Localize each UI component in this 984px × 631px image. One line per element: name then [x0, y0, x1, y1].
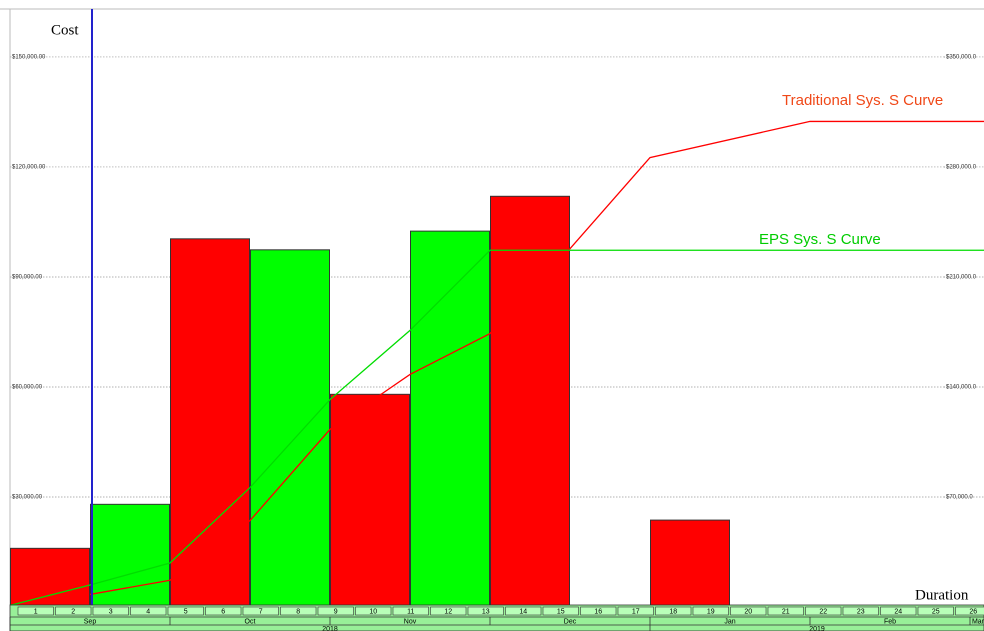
time-scale: 1 2 3 4 5 6 7 8 9 10 11 12 13 14 15 16 17 18 19 20 21 22 23 24 2… — [9, 604, 984, 631]
week-label: 19 — [707, 608, 715, 615]
week-cell — [542, 606, 579, 616]
week-label: 25 — [932, 608, 940, 615]
week-label: 14 — [519, 608, 527, 615]
line-series — [9, 249, 984, 607]
y2-tick-label: $140,000.0 — [946, 385, 977, 391]
month-label: Jan — [724, 618, 735, 625]
week-cell — [55, 606, 92, 616]
y-tick-label: $150,000.00 — [12, 55, 46, 61]
week-cell — [880, 606, 917, 616]
month-label: Dec — [564, 618, 577, 625]
week-label: 15 — [557, 608, 565, 615]
week-label: 13 — [482, 608, 490, 615]
week-cell — [167, 606, 204, 616]
week-cell — [767, 606, 804, 616]
bar — [170, 238, 250, 608]
y-tick-label: $60,000.00 — [12, 385, 43, 391]
x-axis-title: Duration — [915, 587, 969, 603]
week-label: 24 — [894, 608, 902, 615]
year-label: 2018 — [322, 626, 338, 631]
month-label: Oct — [245, 618, 256, 625]
week-label: 16 — [594, 608, 602, 615]
bar — [490, 195, 570, 608]
week-cell — [805, 606, 842, 616]
week-cell — [17, 606, 54, 616]
bars — [10, 195, 730, 608]
week-cell — [730, 606, 767, 616]
week-cell — [692, 606, 729, 616]
week-cell — [130, 606, 167, 616]
bar — [90, 503, 170, 608]
y2-tick-label: $210,000.0 — [946, 275, 977, 281]
bar — [330, 393, 410, 608]
week-label: 10 — [369, 608, 377, 615]
week-label: 4 — [146, 608, 150, 615]
week-label: 6 — [221, 608, 225, 615]
week-cell — [92, 606, 129, 616]
week-label: 5 — [184, 608, 188, 615]
bar — [250, 249, 330, 608]
y-axis-title: Cost — [51, 22, 79, 38]
y-tick-label: $90,000.00 — [12, 275, 43, 281]
week-label: 12 — [444, 608, 452, 615]
bar — [10, 547, 90, 608]
week-cell — [242, 606, 279, 616]
y2-tick-label: $350,000.0 — [946, 55, 977, 61]
series-label: EPS Sys. S Curve — [759, 231, 881, 248]
week-cell — [842, 606, 879, 616]
week-cell — [467, 606, 504, 616]
week-label: 23 — [857, 608, 865, 615]
y-tick-label: $120,000.00 — [12, 165, 46, 171]
week-cell — [317, 606, 354, 616]
week-label: 1 — [34, 608, 38, 615]
month-label: Mar — [972, 618, 984, 625]
week-label: 2 — [71, 608, 75, 615]
week-label: 7 — [259, 608, 263, 615]
week-label: 20 — [744, 608, 752, 615]
week-cell — [505, 606, 542, 616]
week-cell — [430, 606, 467, 616]
month-label: Nov — [404, 618, 417, 625]
week-cell — [580, 606, 617, 616]
week-label: 18 — [669, 608, 677, 615]
year-label: 2019 — [809, 626, 825, 631]
week-label: 22 — [819, 608, 827, 615]
month-label: Sep — [84, 618, 97, 625]
week-cell — [205, 606, 242, 616]
week-cell — [355, 606, 392, 616]
lines: Traditional Sys. S Curve EPS Sys. S Curve — [9, 92, 984, 607]
week-label: 8 — [296, 608, 300, 615]
week-label: 26 — [969, 608, 977, 615]
month-label: Feb — [884, 618, 896, 625]
week-label: 11 — [407, 608, 414, 615]
y2-tick-label: $280,000.0 — [946, 165, 977, 171]
week-label: 9 — [334, 608, 338, 615]
week-label: 17 — [632, 608, 640, 615]
series-label: Traditional Sys. S Curve — [782, 92, 943, 109]
week-cell — [917, 606, 954, 616]
week-cell — [392, 606, 429, 616]
week-cell — [617, 606, 654, 616]
week-label: 21 — [782, 608, 790, 615]
bar — [650, 519, 730, 608]
week-cell — [955, 606, 984, 616]
y2-tick-label: $70,000.0 — [946, 495, 973, 501]
bar — [410, 230, 490, 608]
week-cell — [655, 606, 692, 616]
week-label: 3 — [109, 608, 113, 615]
week-cell — [280, 606, 317, 616]
y-tick-label: $30,000.00 — [12, 495, 43, 501]
line-series — [89, 120, 984, 596]
